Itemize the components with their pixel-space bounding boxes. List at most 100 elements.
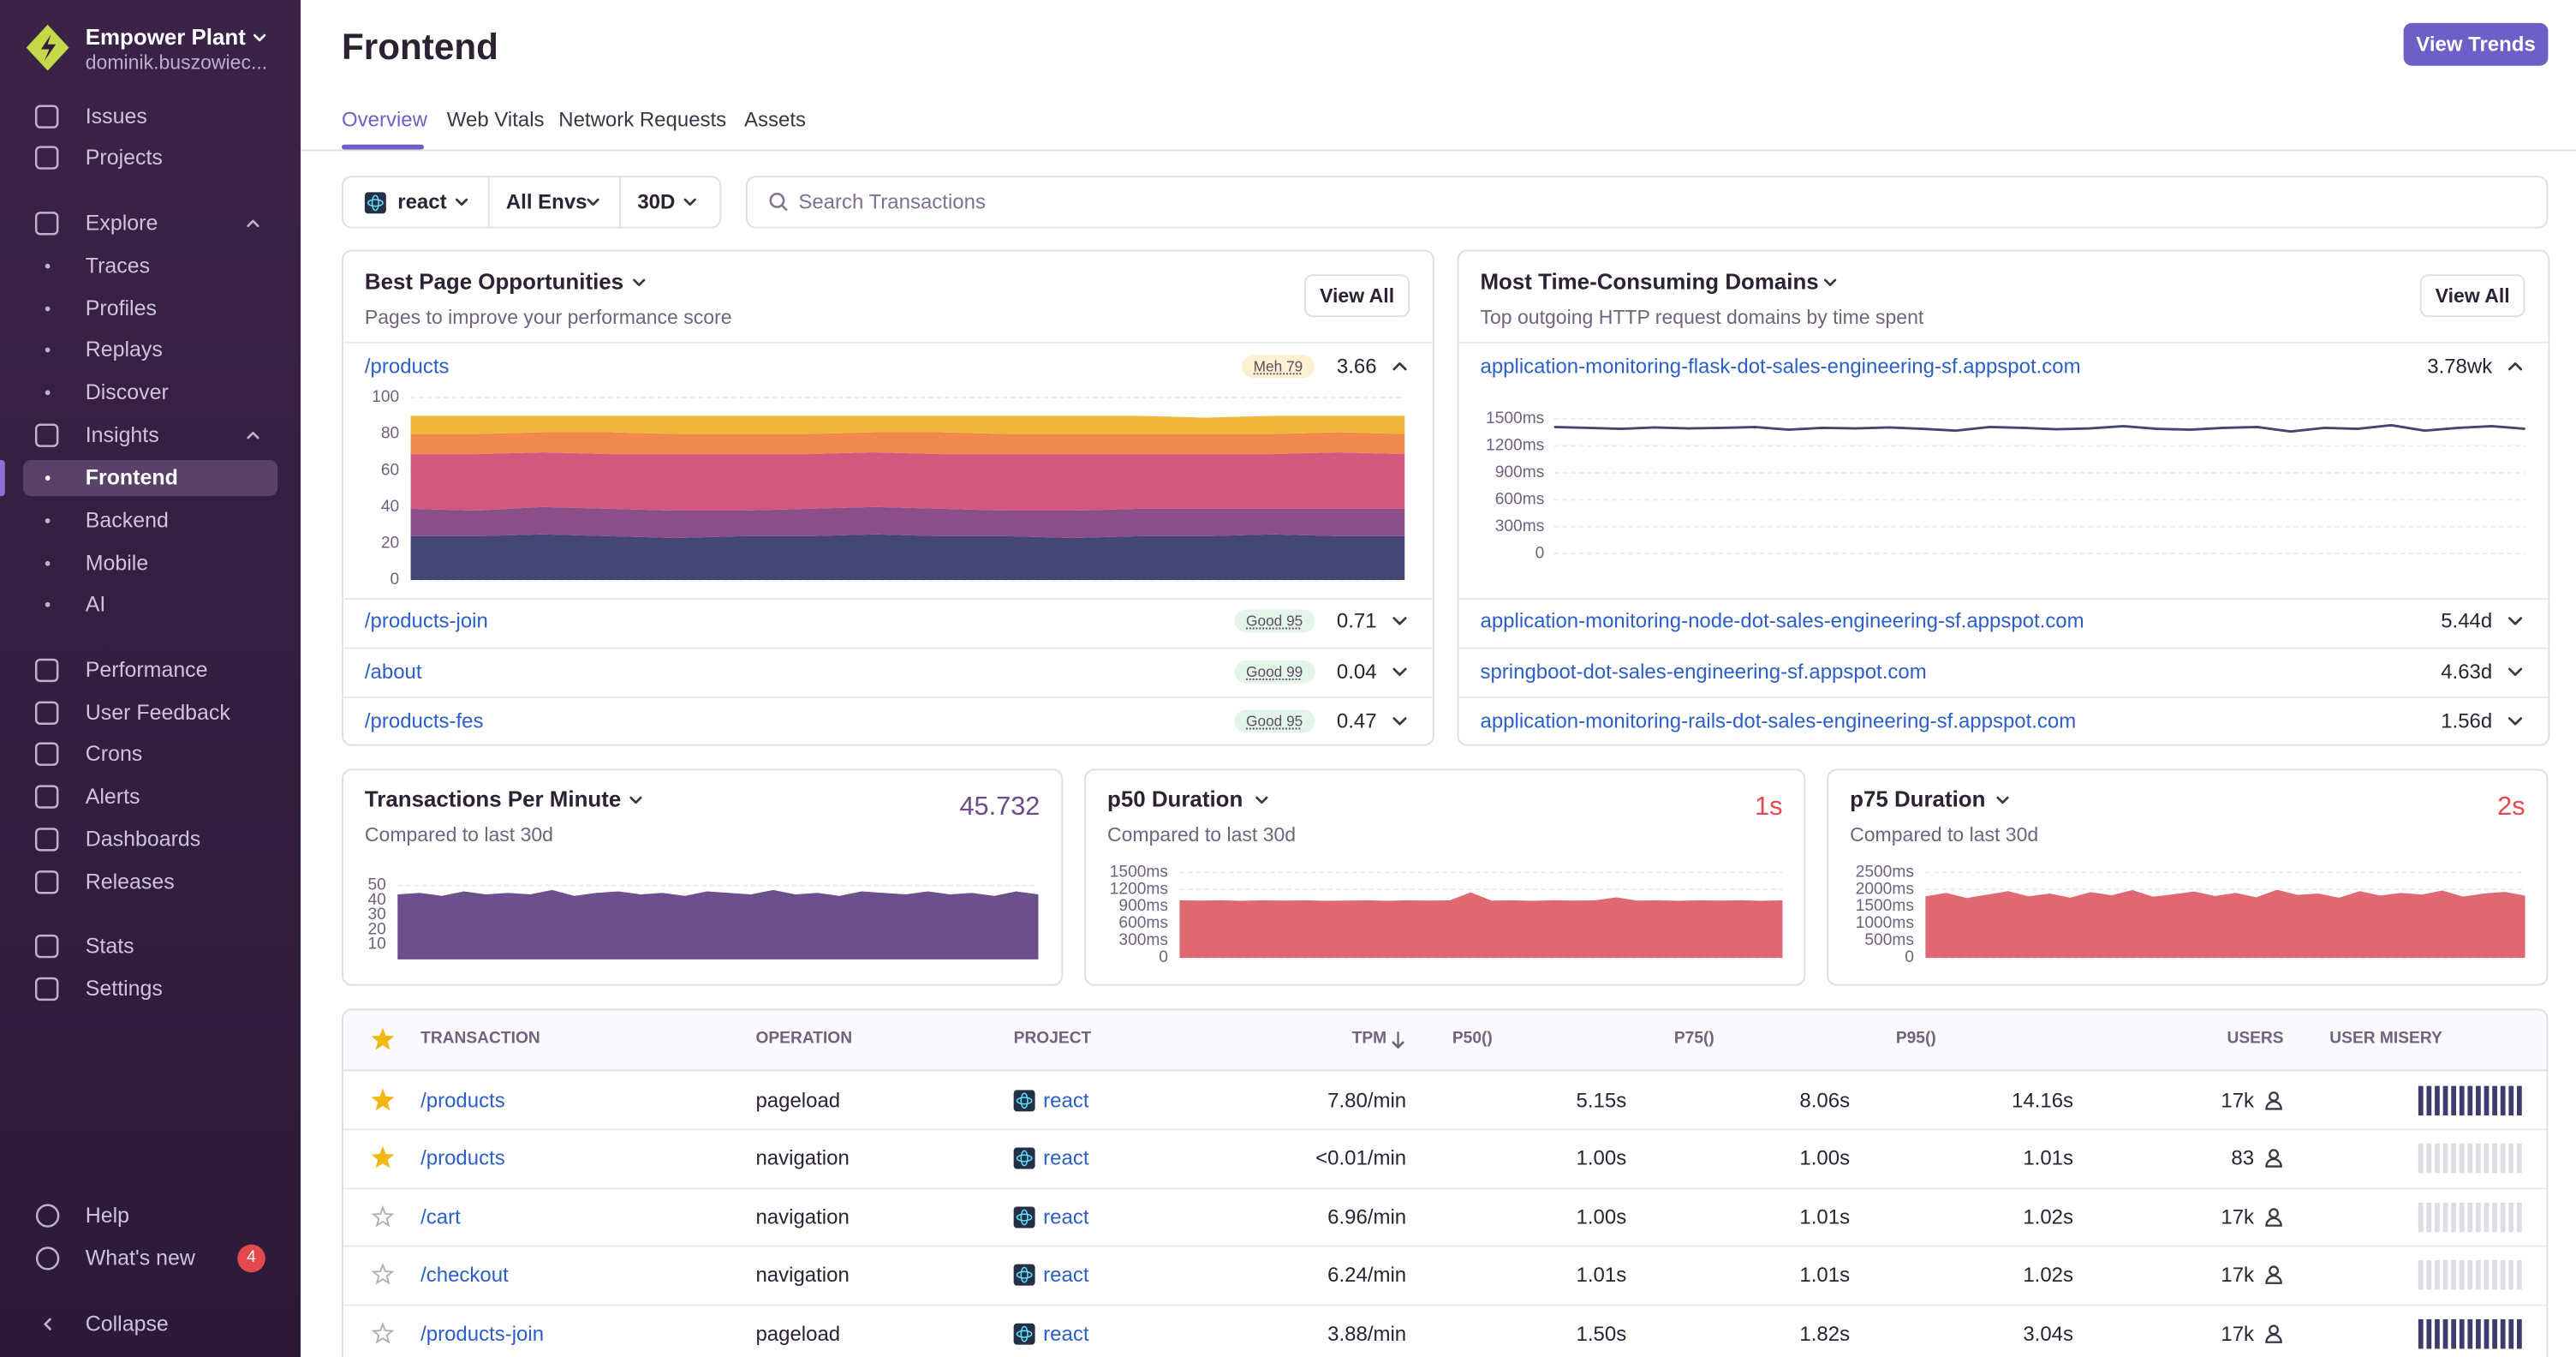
transaction-link[interactable]: /products: [420, 1089, 505, 1113]
project-link[interactable]: react: [1043, 1146, 1089, 1170]
button-label[interactable]: View All: [1320, 284, 1395, 308]
nav-subitem[interactable]: Frontend: [85, 464, 178, 490]
card-title[interactable]: p75 Duration: [1850, 786, 1986, 812]
row-link[interactable]: /products-join: [364, 609, 488, 633]
nav-subitem[interactable]: AI: [85, 591, 106, 617]
transaction-link[interactable]: /cart: [420, 1205, 461, 1229]
footer-item[interactable]: What's new: [85, 1245, 195, 1270]
card-subtitle: Compared to last 30d: [364, 822, 553, 846]
project-link[interactable]: react: [1043, 1322, 1089, 1346]
column-header[interactable]: TPM: [1351, 1030, 1387, 1049]
panel-title[interactable]: Best Page Opportunities: [364, 269, 624, 295]
star-icon[interactable]: [371, 1145, 395, 1169]
column-header[interactable]: P95(): [1895, 1030, 1936, 1049]
misery-segment: [2476, 1318, 2481, 1349]
star-icon[interactable]: [371, 1088, 395, 1111]
footer-item[interactable]: Collapse: [85, 1311, 169, 1336]
column-header[interactable]: TRANSACTION: [420, 1030, 540, 1049]
card-title[interactable]: p50 Duration: [1107, 786, 1243, 812]
nav-item[interactable]: Releases: [85, 869, 175, 894]
project-link[interactable]: react: [1043, 1205, 1089, 1229]
nav-item[interactable]: Settings: [85, 976, 163, 1001]
environment-filter[interactable]: All Envs: [505, 190, 587, 214]
misery-segment: [2516, 1318, 2522, 1349]
nav-item[interactable]: Performance: [85, 657, 208, 682]
nav-icon: [34, 785, 59, 809]
nav-subitem[interactable]: Mobile: [85, 550, 149, 576]
row-link[interactable]: springboot-dot-sales-engineering-sf.apps…: [1480, 660, 1927, 684]
nav-item[interactable]: Explore: [85, 210, 158, 236]
row-link[interactable]: application-monitoring-flask-dot-sales-e…: [1480, 355, 2081, 379]
misery-segment: [2426, 1202, 2432, 1233]
search-box[interactable]: [745, 176, 2549, 229]
nav-subitem[interactable]: Backend: [85, 507, 169, 533]
row-link[interactable]: /products-fes: [364, 709, 484, 733]
nav-subitem[interactable]: Replays: [85, 337, 163, 362]
panel-title[interactable]: Most Time-Consuming Domains: [1480, 269, 1819, 295]
p75: 1.82s: [1799, 1322, 1851, 1346]
row-link[interactable]: application-monitoring-rails-dot-sales-e…: [1480, 709, 2077, 733]
tab[interactable]: Assets: [744, 108, 807, 132]
misery-segment: [2500, 1085, 2506, 1116]
chevron-icon: [247, 219, 259, 228]
nav-item[interactable]: Stats: [85, 933, 134, 959]
nav-item[interactable]: Issues: [85, 103, 147, 129]
column-header[interactable]: USERS: [2227, 1030, 2284, 1049]
button[interactable]: [1304, 274, 1410, 318]
column-header[interactable]: P50(): [1452, 1030, 1493, 1049]
project-filter[interactable]: react: [397, 190, 447, 214]
button-label[interactable]: View All: [2435, 284, 2510, 308]
row-divider: [1457, 598, 2550, 600]
nav-subitem[interactable]: Profiles: [85, 296, 157, 320]
row-link[interactable]: application-monitoring-node-dot-sales-en…: [1480, 609, 2084, 633]
nav-item[interactable]: Alerts: [85, 783, 140, 809]
footer-item[interactable]: Help: [85, 1202, 130, 1228]
transaction-link[interactable]: /checkout: [420, 1263, 509, 1287]
nav-icon: [34, 146, 59, 170]
nav-dot: [45, 475, 51, 481]
star-icon[interactable]: [371, 1205, 395, 1228]
nav-item[interactable]: User Feedback: [85, 699, 230, 725]
project-link[interactable]: react: [1043, 1089, 1089, 1113]
org-name[interactable]: Empower Plant: [85, 24, 246, 50]
nav-subitem[interactable]: Traces: [85, 253, 151, 278]
primary-button-label[interactable]: View Trends: [2416, 33, 2536, 57]
card-title[interactable]: Transactions Per Minute: [364, 786, 622, 812]
y-tick-label: 20: [367, 920, 385, 938]
nav-item[interactable]: Crons: [85, 740, 143, 766]
star-icon[interactable]: [371, 1263, 395, 1285]
nav-item[interactable]: Dashboards: [85, 826, 201, 852]
project-link[interactable]: react: [1043, 1263, 1089, 1287]
column-header[interactable]: P75(): [1673, 1030, 1714, 1049]
nav-icon: [34, 658, 59, 683]
period-filter[interactable]: 30D: [637, 190, 676, 214]
column-header[interactable]: OPERATION: [755, 1030, 853, 1049]
misery-segment: [2508, 1202, 2514, 1233]
tab[interactable]: Overview: [342, 108, 427, 132]
nav-subitem[interactable]: Discover: [85, 379, 169, 404]
column-header[interactable]: PROJECT: [1013, 1030, 1092, 1049]
nav-item[interactable]: Insights: [85, 421, 159, 447]
search-placeholder[interactable]: Search Transactions: [798, 190, 986, 214]
tab[interactable]: Web Vitals: [446, 108, 545, 132]
star-icon[interactable]: [371, 1322, 395, 1344]
chevron-icon: [455, 198, 468, 206]
star-icon[interactable]: [371, 1027, 395, 1050]
project-icon-ring: [1020, 1209, 1029, 1226]
transaction-link[interactable]: /products: [420, 1146, 505, 1170]
row-link[interactable]: /about: [364, 660, 422, 684]
misery-segment: [2418, 1143, 2424, 1174]
area: [410, 415, 1405, 434]
tab[interactable]: Network Requests: [558, 108, 727, 132]
column-header[interactable]: USER MISERY: [2329, 1030, 2442, 1049]
row-link[interactable]: /products: [364, 355, 450, 379]
project-icon: [1013, 1147, 1035, 1169]
primary-button[interactable]: [2403, 22, 2549, 66]
project-icon-ring: [1016, 1270, 1033, 1279]
nav-dot: [45, 347, 51, 353]
button[interactable]: [2419, 274, 2525, 318]
misery-segment: [2484, 1259, 2490, 1290]
nav-item[interactable]: Projects: [85, 144, 163, 170]
transaction-link[interactable]: /products-join: [420, 1322, 545, 1346]
y-tick-label: 80: [381, 425, 399, 443]
